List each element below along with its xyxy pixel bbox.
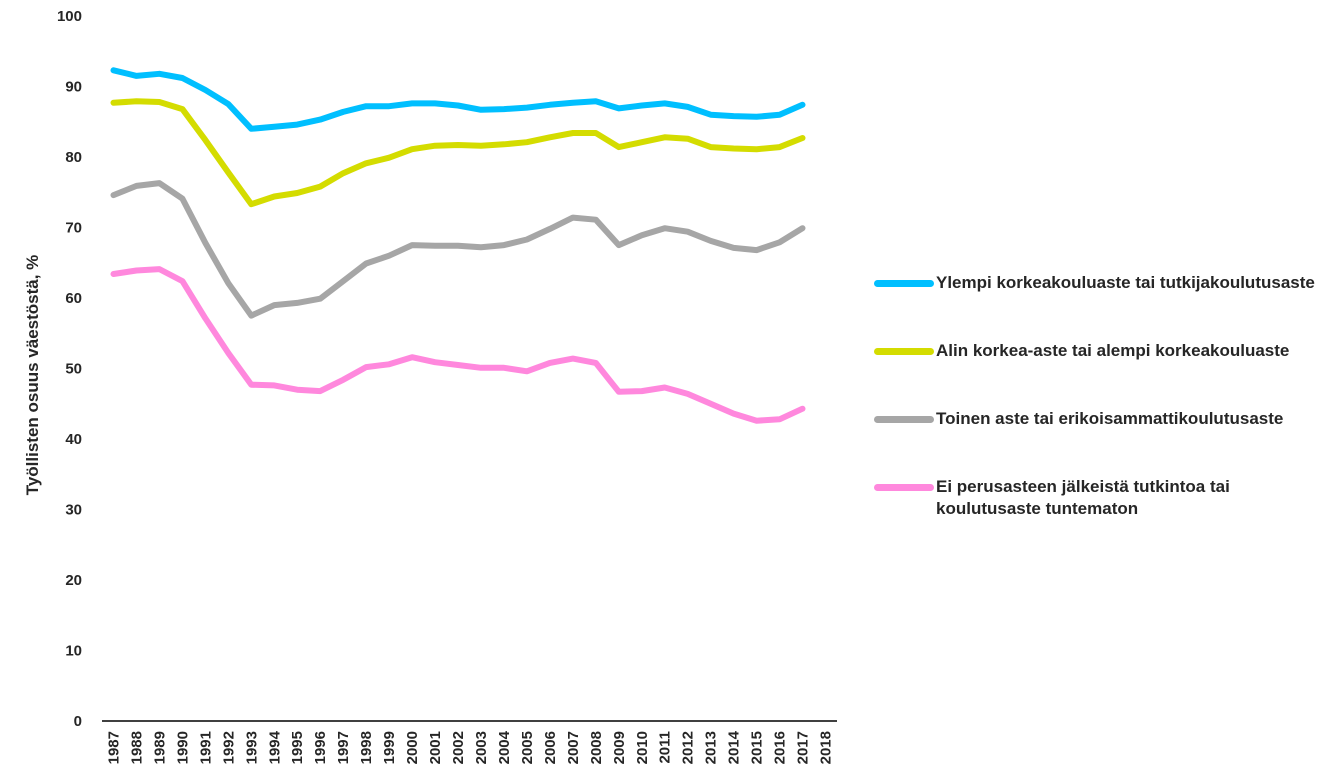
x-tick-label: 1999 xyxy=(381,731,398,764)
legend-swatch xyxy=(874,416,934,423)
x-tick-label: 1995 xyxy=(289,731,306,764)
y-tick-label: 70 xyxy=(65,220,82,237)
y-tick-label: 80 xyxy=(65,149,82,166)
x-tick-label: 2015 xyxy=(749,731,766,764)
y-tick-label: 60 xyxy=(65,290,82,307)
x-tick-label: 1996 xyxy=(312,731,329,764)
x-tick-label: 2012 xyxy=(680,731,697,764)
legend-swatch xyxy=(874,348,934,355)
x-tick-label: 2002 xyxy=(450,731,467,764)
x-tick-label: 2006 xyxy=(542,731,559,764)
y-tick-label: 90 xyxy=(65,79,82,96)
x-tick-label: 1990 xyxy=(174,731,191,764)
x-tick-label: 1997 xyxy=(335,731,352,764)
x-tick-label: 1991 xyxy=(197,731,214,764)
x-tick-label: 1993 xyxy=(243,731,260,764)
y-axis-label: Työllisten osuus väestöstä, % xyxy=(23,255,42,496)
legend-swatch xyxy=(874,280,934,287)
legend-label: Toinen aste tai erikoisammattikoulutusas… xyxy=(936,409,1284,428)
legend-item: Ylempi korkeakouluaste tai tutkijakoulut… xyxy=(874,272,1330,340)
y-tick-label: 40 xyxy=(65,431,82,448)
y-tick-label: 50 xyxy=(65,361,82,378)
legend-label: Ei perusasteen jälkeistä tutkintoa tai k… xyxy=(936,477,1230,518)
y-tick-label: 30 xyxy=(65,502,82,519)
x-tick-label: 2011 xyxy=(657,731,674,764)
x-tick-label: 2007 xyxy=(565,731,582,764)
x-tick-label: 2013 xyxy=(703,731,720,764)
x-tick-label: 2001 xyxy=(427,731,444,764)
legend-item: Toinen aste tai erikoisammattikoulutusas… xyxy=(874,408,1330,476)
y-tick-label: 100 xyxy=(57,8,82,25)
x-tick-label: 2005 xyxy=(519,731,536,764)
x-tick-label: 2018 xyxy=(818,731,835,764)
legend-label: Alin korkea-aste tai alempi korkeakoulua… xyxy=(936,341,1290,360)
legend-swatch xyxy=(874,484,934,491)
x-tick-label: 2010 xyxy=(634,731,651,764)
x-tick-label: 2000 xyxy=(404,731,421,764)
x-tick-label: 1987 xyxy=(105,731,122,764)
legend: Ylempi korkeakouluaste tai tutkijakoulut… xyxy=(874,272,1330,544)
y-axis-ticks: 0 10 20 30 40 50 60 70 80 90 100 xyxy=(57,8,82,730)
series-line-2 xyxy=(110,98,806,208)
series-line-3 xyxy=(110,180,806,319)
x-tick-label: 2004 xyxy=(496,730,513,764)
series-lines xyxy=(110,67,806,424)
y-tick-label: 0 xyxy=(74,713,82,730)
legend-label: Ylempi korkeakouluaste tai tutkijakoulut… xyxy=(936,273,1315,292)
series-line-4 xyxy=(110,266,806,424)
x-tick-label: 2016 xyxy=(772,731,789,764)
y-tick-label: 20 xyxy=(65,572,82,589)
x-tick-label: 1988 xyxy=(128,731,145,764)
x-tick-label: 1989 xyxy=(151,731,168,764)
x-tick-label: 2008 xyxy=(588,731,605,764)
x-tick-label: 2009 xyxy=(611,731,628,764)
legend-item: Ei perusasteen jälkeistä tutkintoa tai k… xyxy=(874,476,1330,544)
x-tick-label: 2003 xyxy=(473,731,490,764)
y-tick-label: 10 xyxy=(65,643,82,660)
x-tick-label: 2014 xyxy=(726,730,743,764)
x-tick-label: 2017 xyxy=(795,731,812,764)
x-tick-label: 1994 xyxy=(266,730,283,764)
series-line-1 xyxy=(110,67,806,132)
x-axis-ticks: 1987 1988 1989 1990 1991 1992 1993 1994 1995 1996… xyxy=(105,730,834,764)
x-tick-label: 1992 xyxy=(220,731,237,764)
legend-item: Alin korkea-aste tai alempi korkeakoulua… xyxy=(874,340,1330,408)
x-tick-label: 1998 xyxy=(358,731,375,764)
